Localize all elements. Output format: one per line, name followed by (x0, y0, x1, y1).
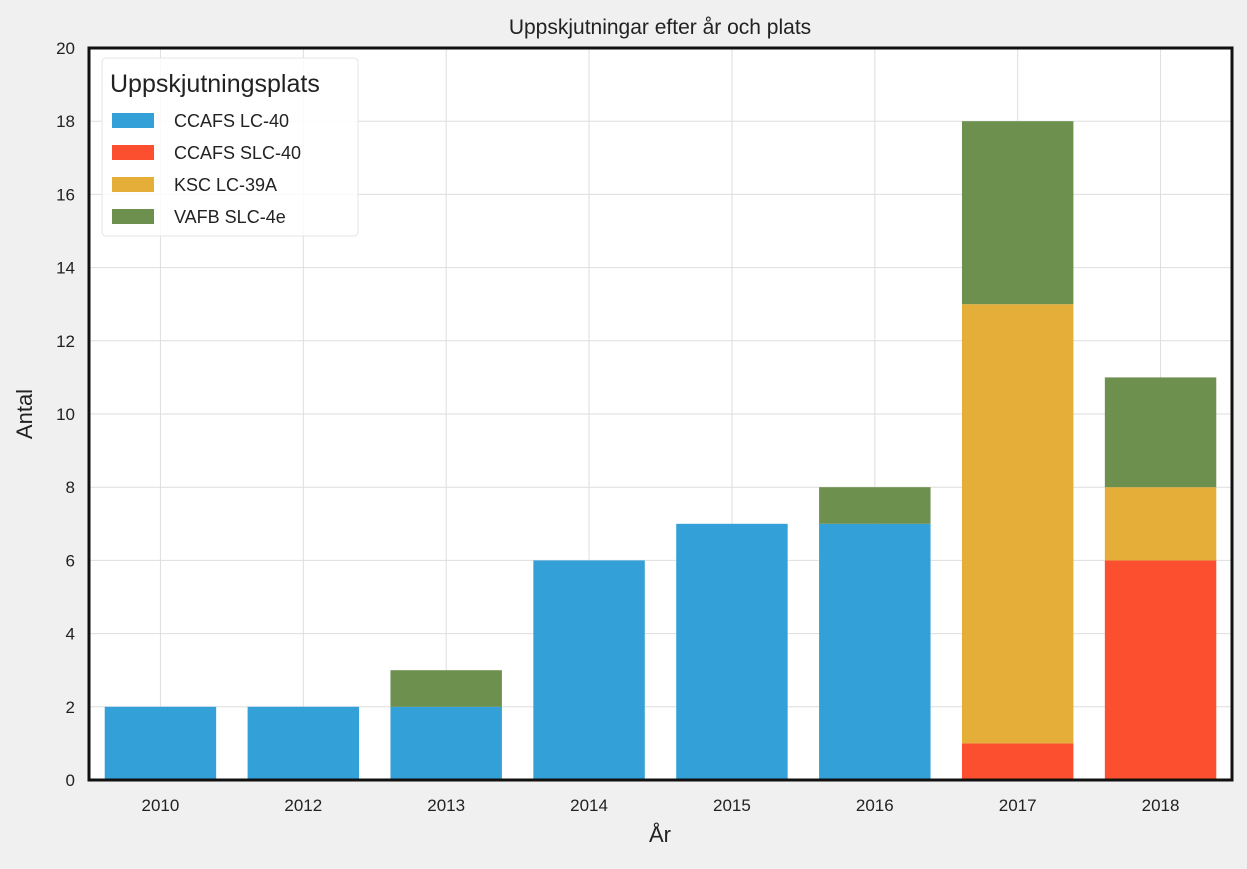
bar-segment (819, 487, 931, 524)
y-tick-label: 4 (66, 625, 75, 644)
bar-segment (247, 706, 360, 780)
x-tick-label: 2013 (427, 796, 465, 815)
y-tick-label: 12 (56, 332, 75, 351)
bar-segment (961, 743, 1074, 780)
x-tick-label: 2017 (999, 796, 1037, 815)
y-tick-label: 6 (66, 551, 75, 570)
y-tick-label: 8 (66, 478, 75, 497)
x-tick-label: 2014 (570, 796, 608, 815)
legend-label: KSC LC-39A (174, 175, 277, 195)
bar-segment (1104, 487, 1217, 561)
y-tick-label: 16 (56, 185, 75, 204)
plot-frame (87, 46, 1234, 782)
bars (104, 121, 1217, 780)
y-axis-title: Antal (12, 389, 37, 439)
bar-segment (390, 706, 502, 780)
legend-swatch (112, 177, 154, 192)
legend-box (101, 57, 359, 237)
x-tick-label: 2010 (142, 796, 180, 815)
bar-segment (104, 706, 217, 780)
legend-title: Uppskjutningsplats (110, 70, 320, 98)
x-tick-label: 2015 (713, 796, 751, 815)
y-tick-label: 18 (56, 112, 75, 131)
bar-segment (676, 523, 788, 780)
bar-segment (390, 670, 502, 707)
bar-segment (961, 121, 1074, 305)
legend-swatch (112, 113, 154, 128)
bar-segment (819, 523, 931, 780)
x-tick-label: 2016 (856, 796, 894, 815)
legend-label: VAFB SLC-4e (174, 207, 286, 227)
legend-swatch (112, 209, 154, 224)
bar-segment (1104, 377, 1217, 488)
legend: Uppskjutningsplats CCAFS LC-40 CCAFS SLC-4… (101, 57, 359, 237)
bar-segment (533, 560, 645, 780)
y-tick-label: 10 (56, 405, 75, 424)
y-tick-label: 2 (66, 698, 75, 717)
y-tick-label: 0 (66, 771, 75, 790)
legend-label: CCAFS SLC-40 (174, 143, 301, 163)
x-axis-title: År (649, 822, 671, 847)
bar-segment (961, 304, 1074, 744)
legend-label: CCAFS LC-40 (174, 111, 289, 131)
x-tick-label: 2018 (1142, 796, 1180, 815)
y-tick-label: 14 (56, 259, 75, 278)
chart-title: Uppskjutningar efter år och plats (509, 16, 811, 39)
bar-segment (1104, 560, 1217, 780)
x-tick-label: 2012 (284, 796, 322, 815)
legend-swatch (112, 145, 154, 160)
y-tick-label: 20 (56, 39, 75, 58)
